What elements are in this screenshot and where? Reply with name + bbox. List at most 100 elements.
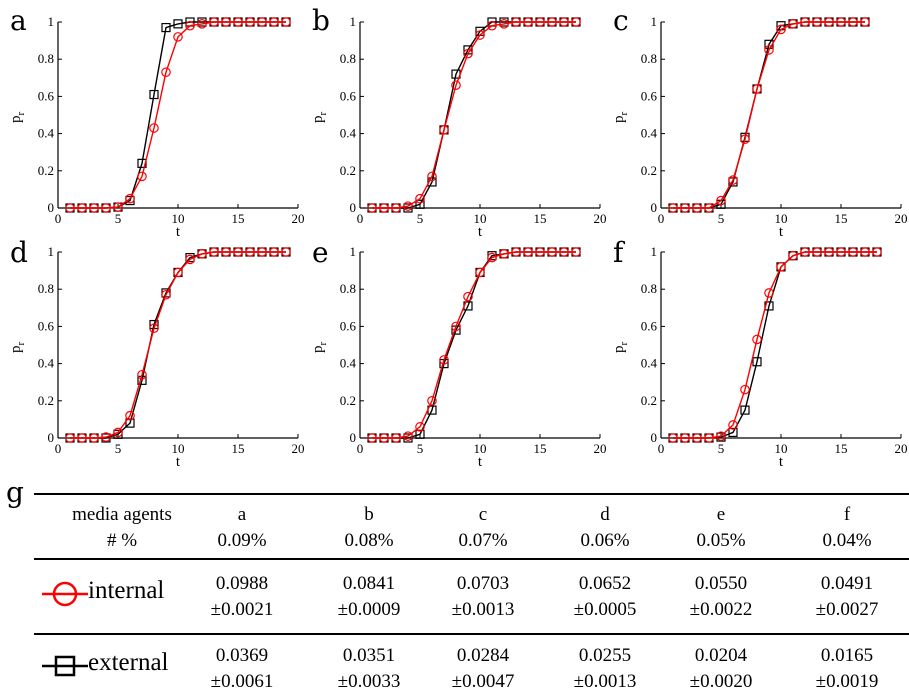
- internal-point: [367, 203, 377, 213]
- x-axis-label: t: [779, 454, 784, 470]
- column-letter: b: [364, 504, 374, 525]
- mean-value: 0.0841: [342, 573, 396, 594]
- internal-point: [269, 247, 279, 257]
- error-value: ±0.0033: [337, 671, 401, 692]
- x-tick-label: 0: [55, 441, 62, 456]
- internal-point: [415, 193, 425, 204]
- table-header-label: media agents # %: [34, 502, 210, 554]
- internal-point: [245, 247, 255, 257]
- chart-panel-b: b 0 5 10 15 20 0 0.2 0.4 0.6 0.8 1 t pr: [310, 4, 607, 240]
- internal-point: [113, 427, 123, 438]
- y-tick-label: 0.2: [641, 163, 657, 178]
- internal-point: [523, 247, 533, 257]
- y-tick-label: 0.2: [38, 163, 54, 178]
- internal-point: [872, 247, 882, 257]
- internal-series-line: [372, 21, 576, 209]
- internal-point: [173, 267, 183, 278]
- y-tick-label: 0.6: [340, 88, 357, 103]
- y-tick-label: 0: [651, 430, 658, 445]
- column-header-f: f 0.04%: [792, 502, 902, 554]
- y-tick-label: 0.8: [340, 281, 356, 296]
- internal-point: [161, 67, 171, 78]
- external-point: [740, 405, 750, 415]
- panel-letter: e: [312, 236, 329, 269]
- y-tick-label: 0.8: [641, 51, 657, 66]
- internal-point: [836, 247, 846, 257]
- panel-letter: c: [613, 4, 629, 37]
- mean-value: 0.0255: [578, 645, 632, 666]
- external-row-label: external: [88, 649, 169, 676]
- table-mid-rule: [34, 558, 909, 560]
- x-tick-label: 0: [658, 441, 665, 456]
- internal-point: [463, 291, 473, 302]
- internal-point: [752, 334, 762, 345]
- internal-point: [764, 45, 774, 55]
- internal-point: [836, 17, 846, 27]
- internal-point: [173, 32, 183, 42]
- y-tick-label: 0.8: [340, 51, 356, 66]
- header-line-2: # %: [106, 530, 138, 551]
- column-header-e: e 0.05%: [666, 502, 776, 554]
- y-tick-label: 1: [48, 244, 55, 259]
- internal-point: [367, 433, 377, 443]
- internal-point: [692, 203, 702, 213]
- internal-point: [848, 247, 858, 257]
- x-axis-label: t: [478, 224, 483, 240]
- x-tick-label: 10: [172, 211, 185, 226]
- internal-point: [427, 395, 437, 406]
- external-value-d: 0.0255 ±0.0013: [550, 643, 660, 695]
- x-tick-label: 5: [718, 441, 725, 456]
- y-tick-label: 0: [651, 200, 658, 215]
- internal-point: [860, 17, 870, 27]
- x-tick-label: 0: [55, 211, 62, 226]
- internal-point: [728, 420, 738, 430]
- internal-point: [245, 17, 255, 27]
- table-panel-letter: g: [6, 476, 24, 509]
- external-point: [149, 89, 159, 100]
- internal-point: [185, 20, 195, 31]
- internal-point: [257, 17, 267, 27]
- y-tick-label: 0.2: [340, 163, 356, 178]
- external-value-a: 0.0369 ±0.0061: [187, 643, 297, 695]
- internal-point: [427, 171, 437, 182]
- internal-point: [149, 323, 159, 334]
- x-tick-label: 10: [474, 211, 487, 226]
- chart-panel-f: f 0 5 10 15 20 0 0.2 0.4 0.6 0.8 1 t pr: [611, 236, 908, 470]
- internal-point: [77, 203, 87, 213]
- internal-point: [680, 433, 690, 443]
- y-tick-label: 0.8: [38, 51, 54, 66]
- y-axis-label: pr: [611, 342, 630, 354]
- internal-point: [740, 134, 750, 144]
- y-tick-label: 0.8: [38, 281, 54, 296]
- column-letter: e: [716, 504, 726, 525]
- internal-point: [391, 203, 401, 213]
- internal-point: [487, 252, 497, 263]
- internal-point: [571, 247, 581, 257]
- x-tick-label: 10: [775, 211, 788, 226]
- internal-point: [812, 17, 822, 27]
- x-tick-label: 15: [534, 211, 547, 226]
- x-tick-label: 5: [115, 441, 122, 456]
- internal-point: [848, 17, 858, 27]
- external-point: [173, 19, 183, 29]
- y-axis-label: pr: [8, 342, 27, 354]
- error-value: ±0.0061: [210, 671, 274, 692]
- x-tick-label: 0: [357, 211, 364, 226]
- error-value: ±0.0019: [815, 671, 879, 692]
- external-point: [415, 429, 425, 439]
- internal-point: [391, 433, 401, 443]
- internal-point: [257, 247, 267, 257]
- internal-point: [221, 17, 231, 27]
- table-row-rule: [34, 633, 909, 635]
- x-tick-label: 5: [115, 211, 122, 226]
- external-point: [415, 199, 425, 209]
- internal-point: [89, 433, 99, 443]
- x-tick-label: 15: [534, 441, 547, 456]
- mean-value: 0.0284: [456, 645, 510, 666]
- column-letter: d: [600, 504, 610, 525]
- internal-point: [824, 247, 834, 257]
- error-value: ±0.0047: [451, 671, 515, 692]
- panel-letter: f: [613, 236, 626, 269]
- y-tick-label: 1: [651, 14, 658, 29]
